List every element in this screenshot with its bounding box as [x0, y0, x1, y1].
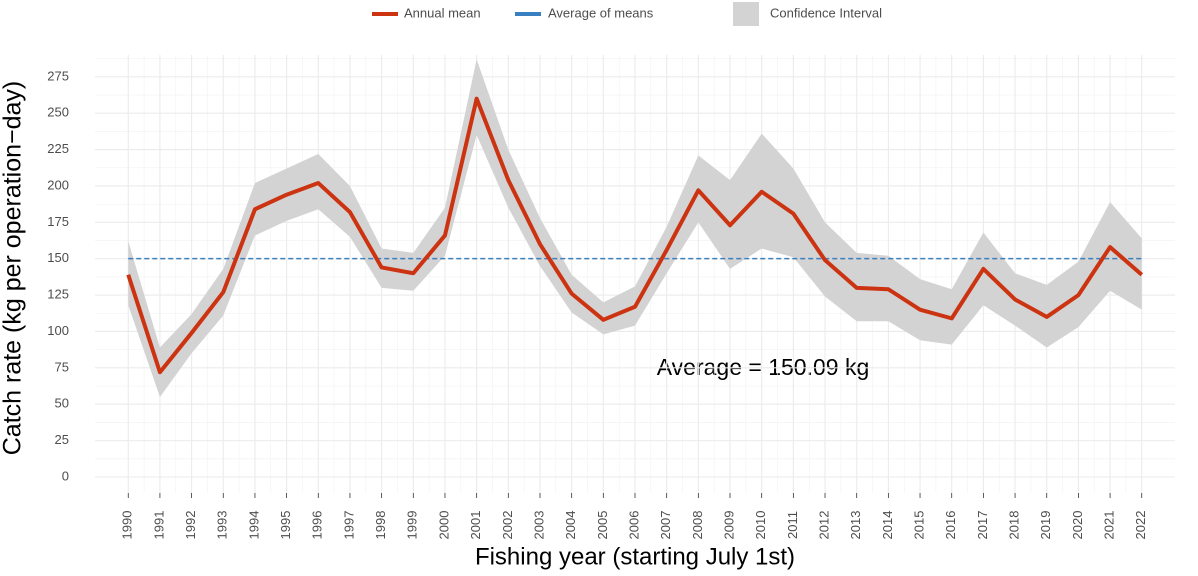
x-tick-label: 2005 [595, 511, 610, 540]
y-tick-label: 175 [47, 214, 69, 229]
x-tick-label: 2019 [1038, 511, 1053, 540]
x-tick-label: 1995 [278, 511, 293, 540]
x-tick-label: 1992 [183, 511, 198, 540]
x-tick-label: 2014 [880, 511, 895, 540]
x-tick-label: 1991 [151, 511, 166, 540]
confidence-band [128, 59, 1142, 397]
x-tick-label: 1999 [405, 511, 420, 540]
x-tick-label: 2022 [1133, 511, 1148, 540]
y-tick-label: 75 [55, 359, 69, 374]
y-axis-title: Catch rate (kg per operation−day) [0, 81, 27, 456]
x-tick-label: 2001 [468, 511, 483, 540]
x-tick-label: 2018 [1006, 511, 1021, 540]
y-tick-label: 25 [55, 432, 69, 447]
legend-label: Average of means [548, 5, 654, 20]
x-tick-label: 2006 [626, 511, 641, 540]
x-tick-label: 2004 [563, 511, 578, 540]
x-tick-label: 2003 [531, 511, 546, 540]
y-tick-label: 250 [47, 105, 69, 120]
x-tick-label: 2008 [690, 511, 705, 540]
y-tick-label: 275 [47, 68, 69, 83]
y-tick-label: 200 [47, 177, 69, 192]
x-tick-label: 1997 [341, 511, 356, 540]
x-tick-label: 2013 [848, 511, 863, 540]
x-tick-label: 2009 [721, 511, 736, 540]
x-tick-label: 2002 [500, 511, 515, 540]
x-tick-label: 2015 [911, 511, 926, 540]
y-tick-label: 225 [47, 141, 69, 156]
legend-swatch [733, 2, 759, 26]
x-tick-label: 2011 [785, 511, 800, 539]
y-tick-label: 100 [47, 323, 69, 338]
x-tick-label: 1993 [215, 511, 230, 540]
x-tick-label: 1990 [120, 511, 135, 540]
x-tick-label: 2016 [943, 511, 958, 540]
x-tick-label: 2000 [436, 511, 451, 540]
y-tick-label: 125 [47, 287, 69, 302]
x-tick-label: 2007 [658, 511, 673, 540]
x-tick-label: 2010 [753, 511, 768, 540]
line-series [126, 96, 1144, 375]
x-axis-title: Fishing year (starting July 1st) [475, 543, 795, 570]
legend-label: Confidence Interval [770, 5, 882, 20]
y-tick-label: 50 [55, 396, 69, 411]
x-tick-label: 1998 [373, 511, 388, 540]
x-tick-label: 2017 [975, 511, 990, 540]
y-tick-label: 150 [47, 250, 69, 265]
annotation: Average = 150.09 kg [657, 354, 870, 380]
x-tick-label: 2020 [1070, 511, 1085, 540]
x-tick-label: 1994 [246, 511, 261, 540]
x-tick-label: 2012 [816, 511, 831, 540]
legend-label: Annual mean [404, 5, 481, 20]
x-tick-label: 1996 [310, 511, 325, 540]
x-tick-label: 2021 [1102, 511, 1117, 540]
y-tick-label: 0 [62, 468, 69, 483]
